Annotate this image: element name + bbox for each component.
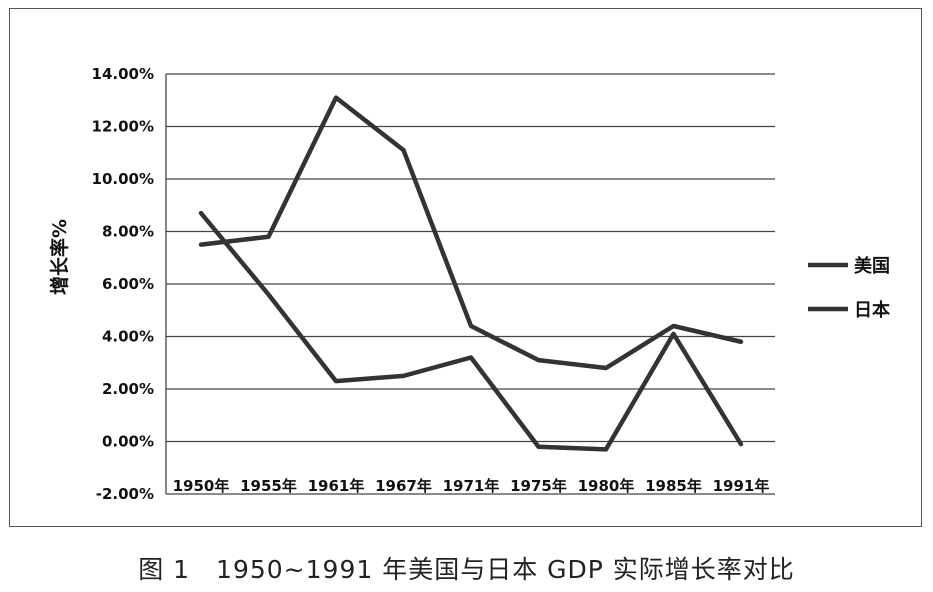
y-tick-label: 14.00% bbox=[92, 65, 154, 83]
y-tick-label: 2.00% bbox=[102, 380, 154, 398]
chart-svg: -2.00% 0.00% 2.00% 4.00% 6.00% 8.00% 10.00% 12.… bbox=[48, 65, 890, 503]
chart-frame bbox=[9, 8, 922, 527]
series-line bbox=[198, 210, 744, 452]
x-tick-label: 1991年 bbox=[713, 477, 770, 495]
x-tick-label: 1971年 bbox=[443, 477, 500, 495]
x-tick-labels: 1950年 1955年 1961年 1967年 1971年 1975年 1980年 1985年… bbox=[173, 477, 770, 495]
y-axis-label: 增长率% bbox=[48, 219, 71, 295]
x-tick-label: 1961年 bbox=[308, 477, 365, 495]
x-tick-label: 1950年 bbox=[173, 477, 230, 495]
y-tick-label: 12.00% bbox=[92, 118, 154, 136]
y-tick-label: 0.00% bbox=[102, 433, 154, 451]
x-tick-label: 1967年 bbox=[375, 477, 432, 495]
series-lines bbox=[198, 95, 744, 452]
y-tick-label: 10.00% bbox=[92, 170, 154, 188]
y-tick-label: -2.00% bbox=[96, 485, 154, 503]
x-tick-label: 1955年 bbox=[240, 477, 297, 495]
y-tick-label: 6.00% bbox=[102, 275, 154, 293]
series-line bbox=[198, 95, 744, 371]
legend-label: 美国 bbox=[854, 255, 890, 277]
grid-lines bbox=[165, 73, 775, 495]
y-tick-label: 8.00% bbox=[102, 223, 154, 241]
x-tick-label: 1985年 bbox=[645, 477, 702, 495]
legend-label: 日本 bbox=[854, 299, 890, 321]
y-tick-labels: -2.00% 0.00% 2.00% 4.00% 6.00% 8.00% 10.00% 12.… bbox=[92, 65, 154, 503]
x-tick-label: 1980年 bbox=[578, 477, 635, 495]
y-tick-label: 4.00% bbox=[102, 328, 154, 346]
x-tick-label: 1975年 bbox=[510, 477, 567, 495]
figure-caption: 图 1 1950~1991 年美国与日本 GDP 实际增长率对比 bbox=[138, 555, 795, 584]
